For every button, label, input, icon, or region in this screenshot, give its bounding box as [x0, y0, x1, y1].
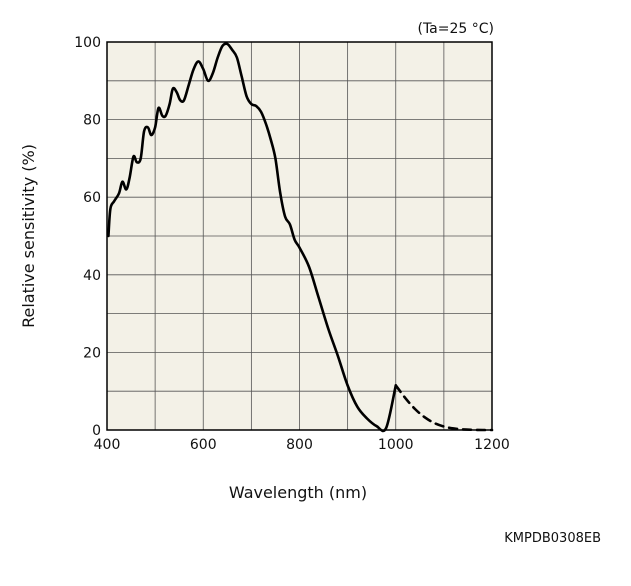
x-tick-label: 1000 [378, 437, 414, 453]
y-tick-label: 0 [92, 423, 101, 439]
x-tick-label: 800 [286, 437, 313, 453]
figure-code: KMPDB0308EB [504, 531, 601, 546]
x-tick-label: 1200 [474, 437, 510, 453]
condition-label: (Ta=25 °C) [417, 21, 494, 37]
y-tick-label: 80 [83, 113, 101, 129]
x-tick-label: 600 [190, 437, 217, 453]
plot-frame [106, 41, 493, 431]
series-line-dashed [394, 384, 494, 432]
y-tick-label: 100 [74, 35, 101, 51]
y-tick-label: 20 [83, 345, 101, 361]
y-tick-labels: 0 20 40 60 80 100 [74, 35, 101, 439]
series-group [107, 42, 494, 433]
series-line [107, 42, 398, 433]
x-tick-labels: 400 600 800 1000 1200 [94, 437, 510, 453]
y-tick-label: 60 [83, 190, 101, 206]
x-axis-label: Wavelength (nm) [229, 483, 367, 502]
x-tick-label: 400 [94, 437, 121, 453]
y-axis-label: Relative sensitivity (%) [19, 144, 38, 328]
y-tick-label: 40 [83, 268, 101, 284]
